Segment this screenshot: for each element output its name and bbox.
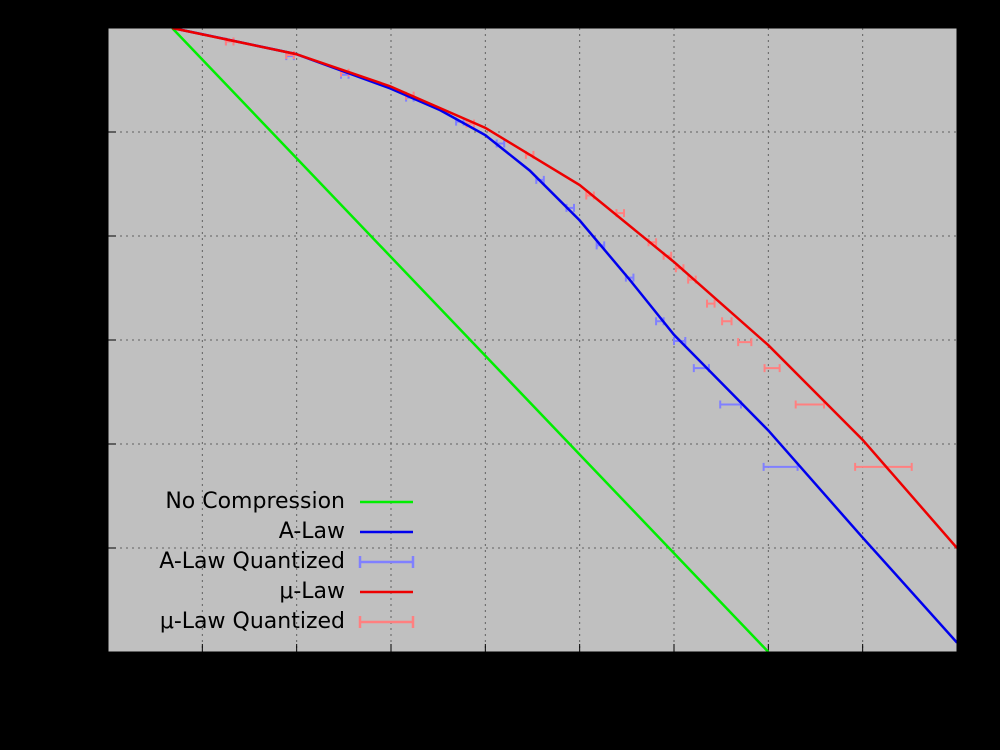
y-tick-label: 0 <box>90 642 100 661</box>
legend-label: μ-Law <box>279 579 345 604</box>
legend-swatch <box>358 616 415 628</box>
plot-frame <box>107 27 958 653</box>
x-tick-label: 7 <box>763 664 773 683</box>
y-tick-label: 2 <box>90 434 100 453</box>
error-bar <box>854 462 913 471</box>
x-tick-label: 2 <box>292 664 302 683</box>
y-tick-label: 5 <box>90 122 100 141</box>
error-bar <box>706 299 716 308</box>
legend-label: μ-Law Quantized <box>160 609 345 634</box>
y-tick-label: 4 <box>90 226 100 245</box>
x-tick-label: 8 <box>858 664 868 683</box>
legend-label: No Compression <box>165 489 345 514</box>
series-line <box>171 28 957 549</box>
error-bar <box>737 338 753 347</box>
error-bar <box>763 364 781 373</box>
legend-swatch <box>358 556 415 568</box>
plot-area <box>108 28 957 652</box>
series-line <box>171 28 770 652</box>
legend-label: A-Law Quantized <box>159 549 345 574</box>
y-tick-label: 6 <box>90 18 100 37</box>
x-tick-label: 1 <box>197 664 207 683</box>
x-tick-label: 3 <box>386 664 396 683</box>
x-tick-label: 5 <box>575 664 585 683</box>
y-tick-label: 3 <box>90 330 100 349</box>
x-tick-label: 4 <box>480 664 490 683</box>
x-tick-label: 9 <box>952 664 962 683</box>
x-tick-label: 0 <box>103 664 113 683</box>
legend-label: A-Law <box>279 519 345 544</box>
y-tick-label: 1 <box>90 538 100 557</box>
error-bar <box>721 317 733 326</box>
x-tick-label: 6 <box>669 664 679 683</box>
